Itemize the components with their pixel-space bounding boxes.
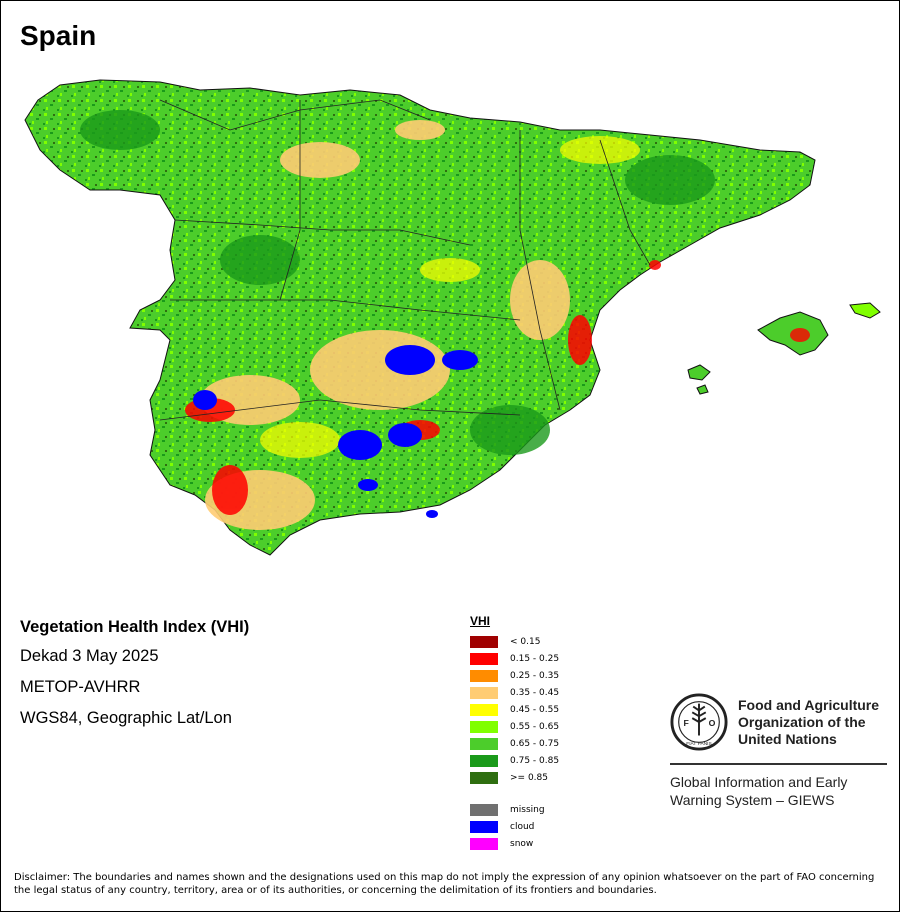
legend-item: 0.35 - 0.45 [470,684,559,701]
menorca-island [849,302,881,319]
svg-text:F: F [684,718,689,728]
svg-text:O: O [709,718,716,728]
fao-name-line: United Nations [738,730,837,747]
legend-swatch [470,635,498,648]
legend-item: 0.75 - 0.85 [470,752,559,769]
index-title: Vegetation Health Index (VHI) [20,618,250,636]
legend-swatch [470,837,498,850]
map-info: Vegetation Health Index (VHI) Dekad 3 Ma… [20,618,249,740]
vhi-legend: VHI < 0.15 0.15 - 0.25 0.25 - 0.35 0.35 … [470,614,559,852]
giews-line: Global Information and Early [670,774,848,790]
fao-logo-icon: F O FIAT PANIS [670,693,728,751]
legend-item: 0.15 - 0.25 [470,650,559,667]
legend-item: 0.65 - 0.75 [470,735,559,752]
map-title: Spain [20,20,97,51]
legend-item: 0.25 - 0.35 [470,667,559,684]
iberian-mainland [24,79,816,556]
legend-item: missing [470,801,559,818]
disclaimer: Disclaimer: The boundaries and names sho… [14,872,875,896]
fao-branding: F O FIAT PANIS Food and Agriculture Orga… [670,693,890,809]
legend-swatch [470,720,498,733]
legend-item-label: 0.45 - 0.55 [510,704,560,715]
legend-item-label: >= 0.85 [510,772,548,783]
legend-item: < 0.15 [470,633,559,650]
cloud-patches [193,345,478,518]
giews-label: Global Information and Early Warning Sys… [670,773,890,809]
legend-swatch [470,771,498,784]
legend-title: VHI [470,614,491,628]
legend-item-label: 0.55 - 0.65 [510,721,560,732]
legend-item-label: cloud [510,821,535,832]
legend-item: >= 0.85 [470,769,559,786]
period-label: Dekad 3 May 2025 [20,647,159,665]
legend-swatch [470,754,498,767]
legend-item: snow [470,835,559,852]
legend-swatch [470,737,498,750]
giews-line: Warning System – GIEWS [670,792,835,808]
legend-item-label: 0.35 - 0.45 [510,687,560,698]
legend-item-label: missing [510,804,545,815]
formentera-island [696,384,709,395]
svg-text:FIAT PANIS: FIAT PANIS [686,741,712,747]
legend-swatch [470,669,498,682]
fao-name-line: Food and Agriculture [738,696,880,713]
legend-swatch [470,686,498,699]
ibiza-island [687,364,711,381]
sensor-label: METOP-AVHRR [20,678,141,696]
legend-item: 0.45 - 0.55 [470,701,559,718]
legend-swatch [470,820,498,833]
projection-label: WGS84, Geographic Lat/Lon [20,709,232,727]
legend-swatch [470,652,498,665]
legend-item: cloud [470,818,559,835]
legend-item: 0.55 - 0.65 [470,718,559,735]
spain-vhi-map [24,79,881,556]
fao-name: Food and Agriculture Organization of the… [738,697,879,748]
legend-classes: < 0.15 0.15 - 0.25 0.25 - 0.35 0.35 - 0.… [470,633,559,786]
fao-name-line: Organization of the [738,713,866,730]
legend-swatch [470,703,498,716]
legend-item-label: 0.65 - 0.75 [510,738,560,749]
legend-item-label: snow [510,838,534,849]
divider [670,763,887,765]
legend-item-label: 0.25 - 0.35 [510,670,560,681]
legend-swatch [470,803,498,816]
legend-item-label: 0.75 - 0.85 [510,755,560,766]
legend-special: missing cloud snow [470,801,559,852]
legend-item-label: < 0.15 [510,636,541,647]
legend-item-label: 0.15 - 0.25 [510,653,560,664]
